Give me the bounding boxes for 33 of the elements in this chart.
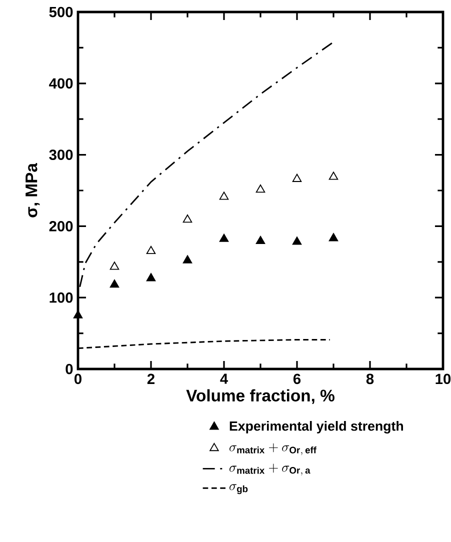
point [256, 184, 266, 193]
point [328, 172, 338, 180]
x-axis-title: Volume fraction, % [186, 389, 334, 404]
y-tick-label: 200 [49, 221, 73, 232]
legend-label: $\sigma_{\mathbf{matrix}} + \sigma_{\mathbf{Or,\,eff}}$ [229, 443, 316, 456]
point [182, 255, 192, 264]
x-tick-label: 2 [147, 374, 154, 384]
point [73, 310, 83, 318]
point [182, 214, 192, 223]
x-tick-label: 8 [366, 374, 374, 384]
legend-label: Experimental yield strength [230, 421, 404, 434]
point [146, 273, 156, 282]
point [219, 234, 229, 242]
point [292, 174, 302, 182]
legend-label: $\sigma_{\mathbf{matrix}} + \sigma_{\mathbf{Or,\,a}}$ [229, 464, 310, 476]
point [256, 236, 266, 244]
y-axis-title: σ, MPa [26, 162, 40, 218]
point [219, 192, 229, 200]
point [292, 236, 302, 245]
point [110, 262, 120, 270]
y-tick-label: 300 [49, 150, 73, 160]
point [146, 246, 156, 254]
y-tick-label: 500 [49, 6, 73, 18]
x-tick-label: 4 [220, 374, 228, 384]
y-tick-label: 100 [50, 292, 73, 303]
x-tick-label: 6 [293, 374, 301, 384]
x-tick-label: 10 [436, 374, 451, 384]
point [328, 233, 338, 242]
y-tick-label: 400 [49, 78, 73, 89]
legend-label: $\sigma_{\mathbf{gb}}$ [229, 484, 248, 494]
point [110, 279, 120, 288]
x-tick-label: 0 [74, 374, 82, 384]
y-tick-label: 0 [66, 364, 73, 374]
